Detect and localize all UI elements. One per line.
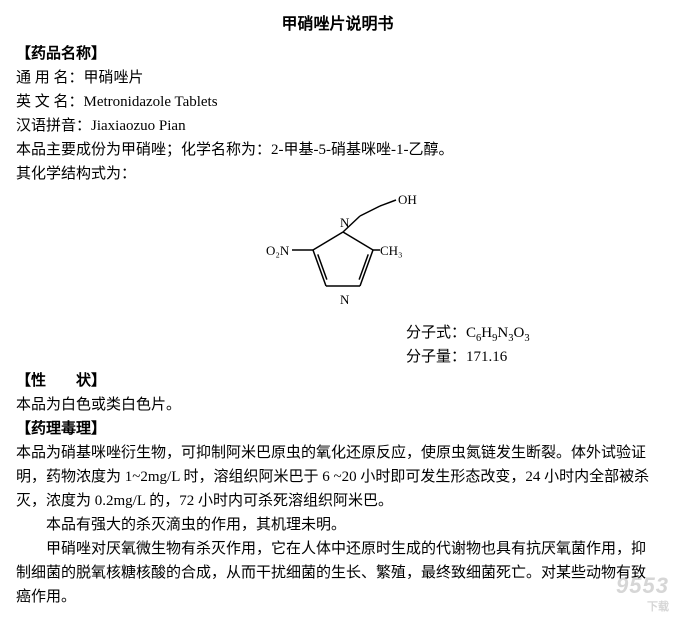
- chemical-structure: O₂N CH₃ N N OH: [16, 192, 659, 320]
- svg-text:CH₃: CH₃: [380, 243, 403, 258]
- svg-text:O₂N: O₂N: [266, 243, 290, 258]
- svg-text:N: N: [340, 215, 350, 230]
- structure-intro: 其化学结构式为：: [16, 162, 659, 186]
- pinyin-value: Jiaxiaozuo Pian: [91, 118, 186, 134]
- formula-value: C6H9N3O3: [466, 325, 530, 341]
- formula-label: 分子式：: [406, 325, 466, 341]
- section-appearance: 【性 状】: [16, 369, 659, 393]
- section-drug-name: 【药品名称】: [16, 42, 659, 66]
- ingredient-line: 本品主要成份为甲硝唑；化学名称为：2-甲基-5-硝基咪唑-1-乙醇。: [16, 138, 659, 162]
- english-name-label: 英 文 名：: [16, 90, 84, 114]
- english-name-line: 英 文 名：Metronidazole Tablets: [16, 90, 659, 114]
- appearance-text: 本品为白色或类白色片。: [16, 393, 659, 417]
- section-pharmacology: 【药理毒理】: [16, 417, 659, 441]
- formula-block: 分子式：C6H9N3O3 分子量：171.16: [406, 322, 659, 369]
- generic-name-value: 甲硝唑片: [84, 70, 144, 86]
- pharmacology-para3: 甲硝唑对厌氧微生物有杀灭作用，它在人体中还原时生成的代谢物也具有抗厌氧菌作用，抑…: [16, 537, 659, 609]
- svg-text:OH: OH: [398, 192, 417, 207]
- pharmacology-para1: 本品为硝基咪唑衍生物，可抑制阿米巴原虫的氧化还原反应，使原虫氮链发生断裂。体外试…: [16, 441, 659, 513]
- pinyin-label: 汉语拼音：: [16, 114, 91, 138]
- generic-name-line: 通 用 名：甲硝唑片: [16, 66, 659, 90]
- document-title: 甲硝唑片说明书: [16, 12, 659, 38]
- pinyin-line: 汉语拼音：Jiaxiaozuo Pian: [16, 114, 659, 138]
- pharmacology-para2: 本品有强大的杀灭滴虫的作用，其机理未明。: [16, 513, 659, 537]
- molweight-value: 171.16: [466, 349, 507, 365]
- english-name-value: Metronidazole Tablets: [84, 94, 218, 110]
- generic-name-label: 通 用 名：: [16, 66, 84, 90]
- molweight-label: 分子量：: [406, 349, 466, 365]
- svg-text:N: N: [340, 292, 350, 307]
